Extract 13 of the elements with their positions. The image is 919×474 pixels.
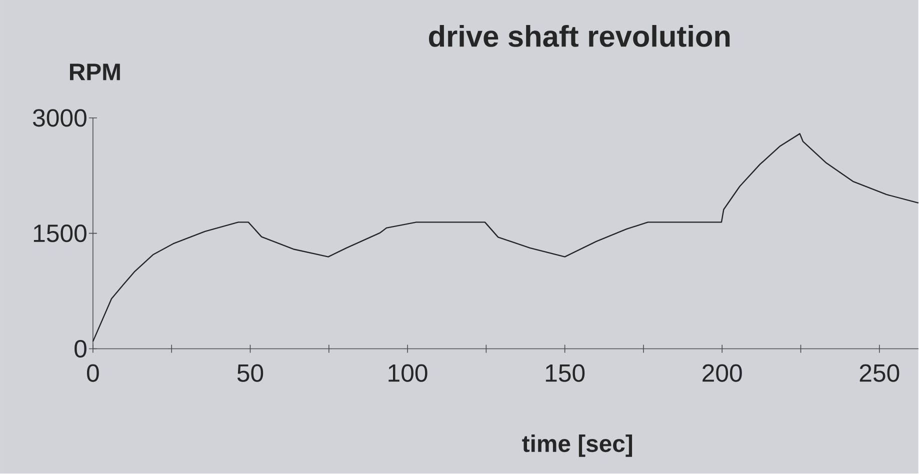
x-tick-label: 50 bbox=[237, 364, 264, 382]
x-tick-label: 150 bbox=[546, 364, 585, 382]
y-tick-label: 0 bbox=[74, 340, 86, 358]
x-tick-label: 200 bbox=[702, 364, 742, 382]
chart-title: drive shaft revolution bbox=[428, 25, 730, 48]
x-tick-label: 250 bbox=[860, 364, 900, 382]
y-tick-label: 3000 bbox=[33, 109, 86, 127]
y-tick-label: 1500 bbox=[34, 224, 86, 242]
y-axis-title: RPM bbox=[70, 64, 120, 80]
x-tick-label: 100 bbox=[388, 364, 428, 382]
line-series bbox=[92, 133, 919, 342]
x-axis-title: time [sec] bbox=[522, 434, 632, 457]
x-tick-label: 0 bbox=[86, 364, 99, 382]
